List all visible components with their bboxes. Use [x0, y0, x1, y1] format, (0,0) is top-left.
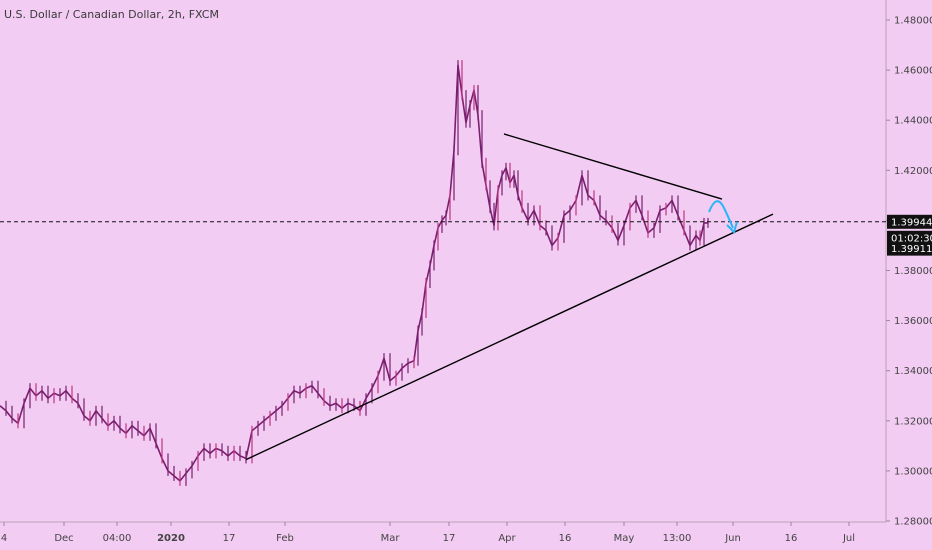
x-tick-label: 17 — [443, 533, 456, 544]
x-tick-label: 16 — [559, 533, 572, 544]
x-tick-label: 04:00 — [103, 533, 132, 544]
x-tick-label: 4 — [1, 533, 7, 544]
y-tick-label: 1.38000 — [894, 266, 932, 277]
y-tick-label: 1.36000 — [894, 316, 932, 327]
price-line — [0, 64, 708, 482]
x-tick-label: 2020 — [157, 533, 185, 544]
x-tick-label: 17 — [223, 533, 236, 544]
descending-trendline — [503, 133, 723, 200]
y-tick-label: 1.48000 — [894, 16, 932, 27]
y-tick-label: 1.30000 — [894, 466, 932, 477]
projection-arrowhead — [726, 221, 738, 234]
ascending-trendline — [245, 213, 774, 461]
secondary-price-tag: 1.39911 — [887, 241, 932, 256]
y-tick-label: 1.32000 — [894, 416, 932, 427]
countdown-tag: 01:02:30 — [887, 230, 932, 245]
x-tick-label: Apr — [498, 533, 516, 544]
countdown-tag-label: 01:02:30 — [891, 233, 932, 244]
y-tick-label: 1.34000 — [894, 366, 932, 377]
y-tick-label: 1.46000 — [894, 66, 932, 77]
y-tick-label: 1.28000 — [894, 517, 932, 528]
x-tick-label: May — [614, 533, 635, 544]
y-tick-label: 1.44000 — [894, 116, 932, 127]
x-tick-label: Mar — [381, 533, 401, 544]
chart-title: U.S. Dollar / Canadian Dollar, 2h, FXCM — [4, 8, 219, 21]
current-price-tag-label: 1.39944 — [891, 217, 932, 228]
projection-arrow — [708, 200, 734, 229]
secondary-price-tag-label: 1.39911 — [891, 244, 932, 255]
x-tick-label: Jun — [724, 533, 741, 544]
current-price-tag: 1.39944 — [887, 214, 932, 229]
y-tick-label: 1.42000 — [894, 166, 932, 177]
x-tick-label: Dec — [54, 533, 73, 544]
x-tick-label: 16 — [785, 533, 798, 544]
x-tick-label: Feb — [276, 533, 294, 544]
x-tick-label: 13:00 — [663, 533, 692, 544]
x-tick-label: Jul — [842, 533, 855, 544]
